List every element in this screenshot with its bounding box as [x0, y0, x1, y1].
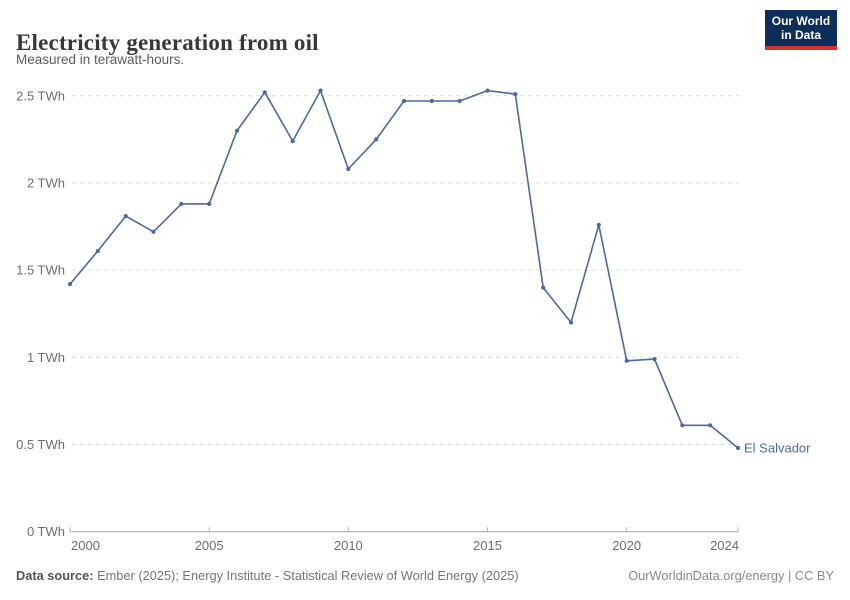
y-axis-tick-label: 2 TWh [27, 175, 65, 190]
x-axis-tick-label: 2024 [710, 538, 739, 553]
owid-logo-line2: in Data [780, 28, 821, 42]
data-source-note: Data source: Ember (2025); Energy Instit… [16, 568, 519, 583]
data-point-marker [624, 358, 629, 363]
credit-link[interactable]: OurWorldinData.org/energy | CC BY [628, 568, 834, 583]
data-point-marker [735, 445, 741, 451]
x-axis-tick-label: 2010 [334, 538, 363, 553]
data-point-marker [541, 285, 546, 290]
x-axis-tick-label: 2005 [195, 538, 224, 553]
data-point-marker [262, 90, 267, 95]
x-axis-tick-label: 2020 [612, 538, 641, 553]
y-axis-tick-label: 0 TWh [27, 524, 65, 539]
data-point-marker [374, 137, 379, 142]
chart-footer: Data source: Ember (2025); Energy Instit… [16, 568, 834, 583]
data-point-marker [513, 92, 518, 97]
owid-logo-line1: Our World [771, 14, 831, 28]
data-point-marker [290, 139, 295, 144]
x-axis-tick-label: 2015 [473, 538, 502, 553]
data-point-marker [680, 423, 685, 428]
data-point-marker [318, 88, 323, 93]
data-point-marker [67, 282, 73, 287]
data-line-el-salvador [69, 89, 739, 449]
data-point-marker [151, 229, 156, 234]
data-point-marker [457, 98, 462, 104]
data-source-label: Data source: [16, 568, 94, 583]
y-axis-tick-label: 1.5 TWh [16, 263, 65, 278]
data-point-marker [123, 214, 128, 219]
data-point-marker [596, 222, 601, 227]
data-point-marker [179, 201, 184, 206]
data-point-marker [652, 357, 657, 362]
data-point-marker [207, 201, 212, 206]
data-point-marker [346, 166, 351, 172]
data-point-marker [95, 248, 100, 254]
data-source-text: Ember (2025); Energy Institute - Statist… [93, 568, 519, 583]
data-point-marker [429, 98, 434, 104]
series-end-label: El Salvador [744, 441, 811, 456]
data-point-marker [234, 128, 240, 133]
data-point-marker [568, 320, 574, 325]
data-point-marker [708, 423, 713, 428]
y-axis-tick-label: 2.5 TWh [16, 88, 65, 103]
x-axis-tick-label: 2000 [71, 538, 100, 553]
chart-subtitle: Measured in terawatt-hours. [16, 52, 185, 67]
y-axis-tick-label: 0.5 TWh [16, 437, 65, 452]
data-point-marker [401, 98, 407, 104]
data-point-marker [485, 88, 490, 93]
owid-logo[interactable]: Our World in Data [765, 10, 837, 50]
y-axis-tick-label: 1 TWh [27, 350, 65, 365]
page-title: Electricity generation from oil [16, 30, 319, 56]
